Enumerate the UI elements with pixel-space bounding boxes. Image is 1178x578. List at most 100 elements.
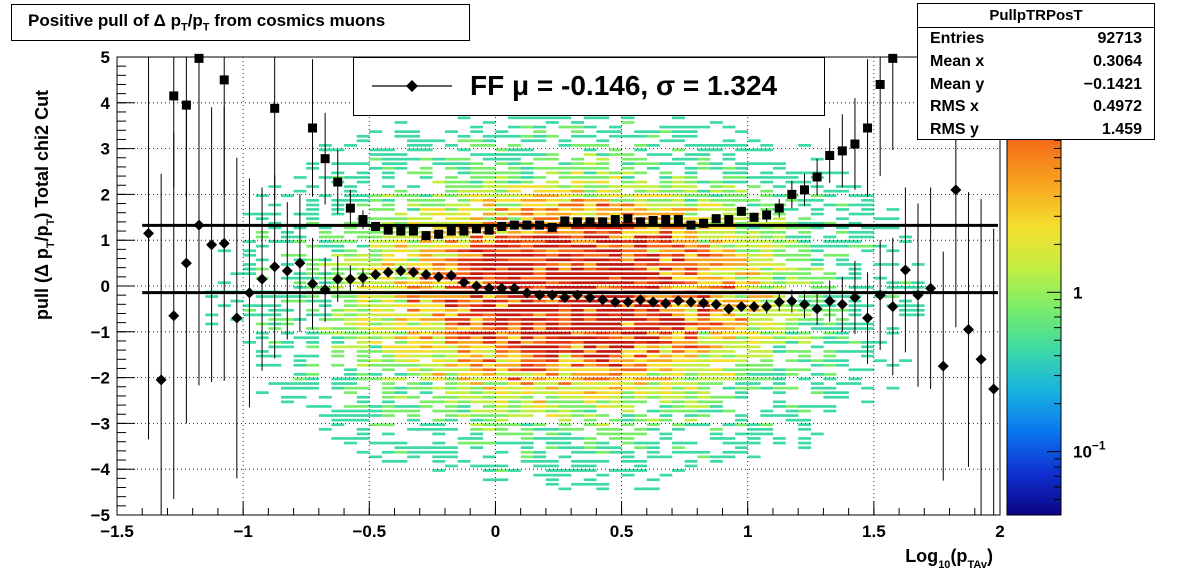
heat-cell xyxy=(684,189,698,193)
heat-cell xyxy=(508,235,521,239)
heat-cell xyxy=(760,432,774,436)
heat-cell xyxy=(558,231,572,234)
marker-mu xyxy=(483,282,495,294)
heat-cell xyxy=(646,318,660,321)
heat-cell xyxy=(722,286,736,289)
heat-cell xyxy=(520,382,534,385)
heat-cell xyxy=(596,153,610,156)
heat-cell xyxy=(747,368,761,372)
heat-cell xyxy=(735,382,748,385)
heat-cell xyxy=(419,322,433,326)
heat-cell xyxy=(445,253,458,257)
heat-cell xyxy=(508,199,521,202)
marker-sigma xyxy=(169,91,179,101)
heat-cell xyxy=(709,341,723,344)
heat-cell xyxy=(722,437,736,440)
heat-cell xyxy=(672,318,685,321)
heat-cell xyxy=(571,363,584,367)
heat-cell xyxy=(735,253,748,257)
heat-cell xyxy=(709,281,723,285)
heat-cell xyxy=(407,345,420,349)
heat-cell xyxy=(697,162,711,165)
marker-mu xyxy=(243,287,255,299)
heat-cell xyxy=(772,244,786,248)
heat-cell xyxy=(432,281,446,285)
marker-mu xyxy=(218,237,230,249)
heat-cell xyxy=(495,386,509,390)
heat-cell xyxy=(445,368,458,372)
heat-cell xyxy=(772,382,786,385)
heat-cell xyxy=(558,437,572,440)
heat-cell xyxy=(609,249,622,253)
heat-cell xyxy=(495,414,509,417)
heat-cell xyxy=(457,368,471,372)
heat-cell xyxy=(482,276,496,280)
heat-cell xyxy=(356,418,370,422)
heat-cell xyxy=(583,153,597,156)
heat-cell xyxy=(659,180,673,184)
heat-cell xyxy=(810,382,824,385)
heat-cell xyxy=(583,345,597,349)
heat-cell xyxy=(445,235,458,239)
stat-row-rms-x: RMS x 0.4972 xyxy=(930,98,1142,116)
heat-cell xyxy=(760,144,774,147)
heat-cell xyxy=(886,217,900,220)
heat-cell xyxy=(445,336,458,340)
heat-cell xyxy=(445,281,458,285)
marker-mu xyxy=(937,360,949,372)
heat-cell xyxy=(432,194,446,198)
marker-sigma xyxy=(749,212,759,222)
heat-cell xyxy=(369,341,383,344)
heat-cell xyxy=(646,162,660,165)
heat-cell xyxy=(558,382,572,385)
heat-cell xyxy=(432,336,446,340)
y-tick-label: 2 xyxy=(101,185,110,204)
heat-cell xyxy=(381,244,395,248)
heat-cell xyxy=(634,345,648,349)
heat-cell xyxy=(381,432,395,436)
heat-cell xyxy=(482,368,496,372)
marker-mu xyxy=(420,269,432,281)
heat-cell xyxy=(331,345,345,349)
heat-cell xyxy=(659,176,673,179)
heat-cell xyxy=(659,363,673,367)
heat-cell xyxy=(596,166,610,170)
heat-cell xyxy=(709,258,723,262)
heat-cell xyxy=(659,373,673,376)
heat-cell xyxy=(407,148,420,152)
heat-cell xyxy=(369,295,383,298)
heat-cell xyxy=(684,166,698,170)
heat-cell xyxy=(381,258,395,262)
heat-cell xyxy=(457,240,471,243)
heat-cell xyxy=(684,281,698,285)
heat-cell xyxy=(672,386,685,390)
heat-cell xyxy=(445,464,458,468)
heat-cell xyxy=(659,276,673,280)
heat-cell xyxy=(684,414,698,417)
heat-cell xyxy=(583,400,597,404)
heat-cell xyxy=(545,395,559,399)
heat-cell xyxy=(558,162,572,165)
stats-title: PullpTRPosT xyxy=(918,4,1154,28)
heat-cell xyxy=(306,341,320,344)
heat-cell xyxy=(482,363,496,367)
heat-cell xyxy=(798,240,812,243)
heat-cell xyxy=(432,263,446,266)
y-tick-label: 4 xyxy=(101,94,111,113)
heat-cell xyxy=(344,322,357,326)
heat-cell xyxy=(508,263,521,266)
heat-cell xyxy=(495,327,509,330)
heat-cell xyxy=(545,313,559,317)
heat-cell xyxy=(495,217,509,220)
heat-cell xyxy=(735,441,748,445)
heat-cell xyxy=(457,400,471,404)
heat-cell xyxy=(785,331,799,335)
heat-cell xyxy=(709,166,723,170)
heat-cell xyxy=(709,199,723,202)
heat-cell xyxy=(621,350,635,353)
heat-cell xyxy=(836,244,849,248)
heat-cell xyxy=(747,455,761,459)
heat-cell xyxy=(571,199,584,202)
heat-cell xyxy=(785,341,799,344)
heat-cell xyxy=(407,341,420,344)
